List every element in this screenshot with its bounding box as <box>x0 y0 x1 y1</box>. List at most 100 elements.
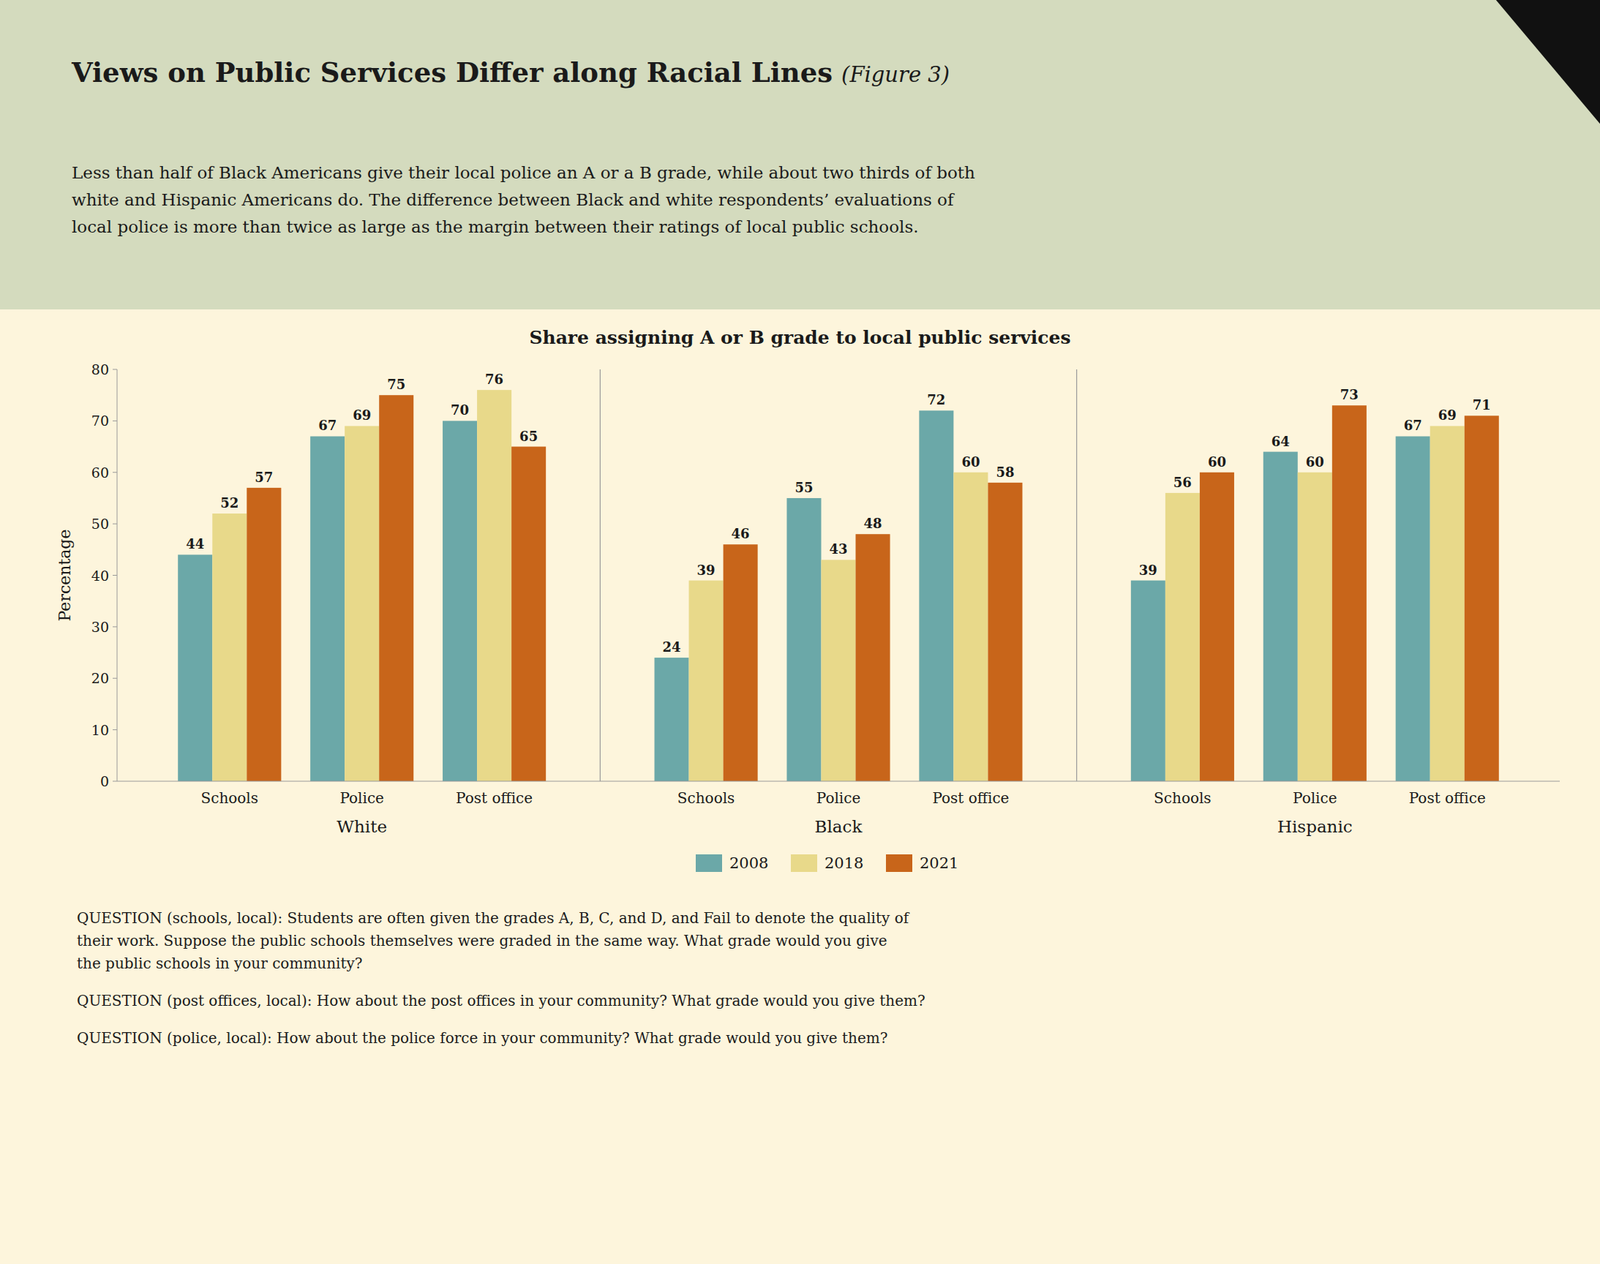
data-label: 69 <box>1438 407 1457 423</box>
y-tick-label: 50 <box>91 515 110 532</box>
legend-label: 2018 <box>824 854 864 873</box>
bar <box>1165 493 1200 782</box>
x-tick-label: Schools <box>201 789 259 807</box>
legend-label: 2008 <box>729 854 769 873</box>
data-label: 67 <box>1403 417 1423 434</box>
data-label: 60 <box>1207 454 1227 470</box>
data-label: 69 <box>352 407 371 423</box>
legend-swatch <box>695 854 723 873</box>
bar <box>212 513 247 782</box>
bar <box>953 472 988 782</box>
bar <box>1263 452 1298 782</box>
y-tick-label: 80 <box>91 361 110 378</box>
bar <box>344 425 379 782</box>
bar <box>786 498 821 782</box>
x-tick-label: Post office <box>1409 789 1486 807</box>
data-label: 70 <box>450 402 469 418</box>
y-tick <box>112 575 118 576</box>
data-label: 60 <box>1305 454 1325 470</box>
bar <box>820 559 856 782</box>
chart-title: Share assigning A or B grade to local pu… <box>528 327 1071 349</box>
data-label: 64 <box>1271 433 1290 450</box>
y-tick <box>112 626 118 627</box>
x-tick-label: Police <box>339 789 385 807</box>
subtitle-line: white and Hispanic Americans do. The dif… <box>71 190 955 210</box>
x-tick-label: Police <box>1292 789 1338 807</box>
y-tick-label: 0 <box>100 773 110 790</box>
question-note-line: QUESTION (schools, local): Students are … <box>76 909 911 927</box>
y-tick <box>112 781 118 783</box>
bar <box>918 410 954 782</box>
x-tick-label: Schools <box>1153 789 1212 807</box>
corner-decoration <box>1496 0 1600 124</box>
bar <box>1199 472 1235 782</box>
data-label: 43 <box>828 541 848 557</box>
question-note: QUESTION (post offices, local): How abou… <box>76 992 926 1010</box>
bar <box>987 482 1023 782</box>
bar <box>723 544 758 782</box>
y-axis-label: Percentage <box>55 529 74 622</box>
data-label: 39 <box>697 562 716 578</box>
bar <box>246 487 281 782</box>
bar <box>1430 425 1465 782</box>
headline-main: Views on Public Services Differ along Ra… <box>70 56 833 89</box>
data-label: 67 <box>318 417 337 434</box>
question-note-line: QUESTION (post offices, local): How abou… <box>76 992 926 1010</box>
data-label: 58 <box>995 464 1014 480</box>
legend-swatch <box>790 854 818 873</box>
group-separator <box>599 369 601 782</box>
x-tick-label: Schools <box>677 789 736 807</box>
bar <box>855 534 891 782</box>
data-label: 72 <box>926 392 946 408</box>
question-note: QUESTION (police, local): How about the … <box>76 1029 889 1047</box>
y-tick-label: 30 <box>91 618 110 636</box>
bar <box>1464 415 1500 782</box>
group-label: White <box>336 817 388 837</box>
bar <box>177 554 213 782</box>
data-labels: 4467702455723964675269763943605660695775… <box>185 371 1491 655</box>
legend: 200820182021 <box>695 854 959 873</box>
bar <box>1131 580 1166 782</box>
subtitle-line: local police is more than twice as large… <box>71 217 919 237</box>
question-note: QUESTION (schools, local): Students are … <box>76 909 911 973</box>
group-separator <box>1076 369 1077 782</box>
y-tick-label: 40 <box>91 567 110 584</box>
y-tick <box>112 678 118 679</box>
data-label: 71 <box>1472 397 1491 413</box>
subtitle: Less than half of Black Americans give t… <box>71 163 976 237</box>
bar <box>310 436 345 782</box>
group-label: Black <box>814 817 864 837</box>
bar <box>442 420 478 782</box>
data-label: 48 <box>864 515 883 532</box>
x-tick-label: Police <box>816 789 862 807</box>
data-label: 75 <box>387 376 406 393</box>
bar <box>1332 405 1367 782</box>
data-label: 55 <box>794 479 813 496</box>
legend-swatch <box>885 854 913 873</box>
y-tick-label: 60 <box>91 464 110 481</box>
data-label: 73 <box>1340 387 1359 403</box>
group-label: Hispanic <box>1277 817 1353 837</box>
x-tick-label: Post office <box>932 789 1009 807</box>
data-label: 44 <box>185 536 205 552</box>
x-tick-label: Post office <box>455 789 533 807</box>
headline: Views on Public Services Differ along Ra… <box>70 56 950 89</box>
y-tick-label: 10 <box>91 722 110 739</box>
y-tick-label: 20 <box>91 670 110 687</box>
headline-note: (Figure 3) <box>841 62 950 88</box>
subtitle-line: Less than half of Black Americans give t… <box>71 163 976 183</box>
y-tick <box>112 369 118 371</box>
page: Views on Public Services Differ along Ra… <box>0 0 1600 1264</box>
background <box>0 0 1600 1264</box>
question-note-line: the public schools in your community? <box>76 954 363 973</box>
y-tick <box>112 523 118 525</box>
header-background <box>0 0 1600 310</box>
question-note-line: their work. Suppose the public schools t… <box>76 932 888 950</box>
bar <box>511 447 546 782</box>
bar <box>1395 436 1431 782</box>
bar <box>378 395 414 782</box>
data-label: 57 <box>254 469 273 486</box>
y-tick <box>112 420 118 422</box>
bar <box>477 389 512 782</box>
bar <box>689 580 724 782</box>
